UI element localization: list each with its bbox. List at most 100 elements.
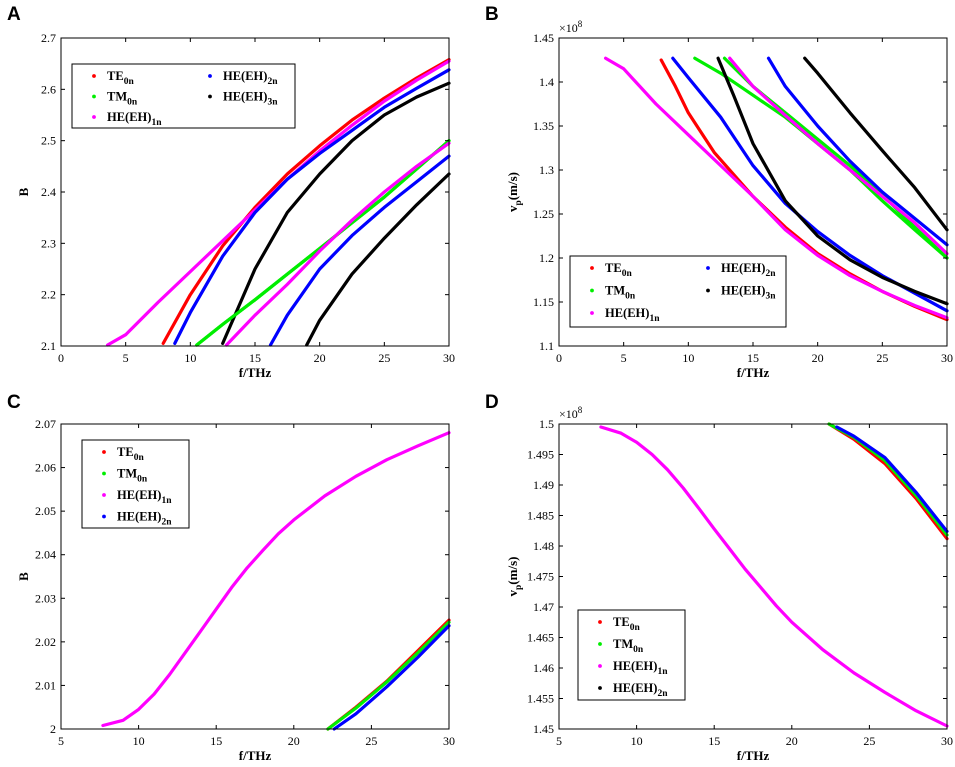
series-group — [603, 56, 949, 322]
y-tick-label: 2.1 — [41, 339, 56, 353]
legend-entry-sub: 0n — [622, 269, 633, 279]
legend-entry-name: HE(EH) — [107, 110, 151, 124]
y-axis-label-main: B — [16, 187, 31, 196]
x-tick-label: 25 — [365, 734, 377, 748]
y-axis-label-main: B — [16, 572, 31, 581]
legend-marker — [92, 74, 96, 78]
legend-entry-name: HE(EH) — [721, 284, 765, 298]
series-line-heeh2n-3 — [173, 68, 451, 345]
y-tick-label: 1.15 — [533, 295, 554, 309]
legend-entry-name: HE(EH) — [721, 261, 765, 275]
legend-entry: TM0n — [107, 90, 138, 108]
axis-exponent-power: 8 — [578, 405, 583, 415]
legend-entry-name: HE(EH) — [117, 488, 161, 502]
legend-entry-sub: 3n — [267, 98, 278, 108]
legend-entry-sub: 2n — [161, 518, 172, 528]
y-tick-label: 2.05 — [35, 504, 56, 518]
legend-entry: HE(EH)1n — [605, 306, 660, 324]
legend-entry: HE(EH)1n — [107, 110, 162, 128]
y-tick-label: 2 — [50, 722, 56, 736]
series-line-heeh1n-2 — [101, 431, 451, 728]
legend-marker — [590, 266, 594, 270]
y-tick-label: 2.07 — [35, 417, 56, 431]
legend-entry-sub: 1n — [151, 118, 162, 128]
y-tick-label: 1.455 — [527, 692, 554, 706]
series-group — [105, 57, 451, 347]
y-axis-label-sub: p — [514, 200, 524, 205]
panel-c: C 5 10 15 20 25 30 2 2.01 2.02 2.03 2.04 2.05 2.06 2.0… — [7, 392, 455, 763]
y-tick-label: 2.01 — [35, 678, 56, 692]
y-tick-label: 2.02 — [35, 635, 56, 649]
x-tick-label: 5 — [58, 734, 64, 748]
x-tick-label: 10 — [184, 351, 196, 365]
panel-label: A — [7, 4, 21, 25]
series-line-te0n-0 — [326, 618, 451, 731]
x-tick-label: 10 — [631, 734, 643, 748]
x-tick-label: 30 — [443, 351, 455, 365]
legend-entry-sub: 0n — [137, 475, 148, 485]
legend-marker — [598, 620, 602, 624]
y-tick-label: 1.2 — [539, 251, 554, 265]
legend-marker — [598, 642, 602, 646]
series-group — [599, 422, 949, 728]
y-tick-label: 2.04 — [35, 548, 56, 562]
x-tick-label: 30 — [443, 734, 455, 748]
legend-entry-name: TM — [613, 637, 633, 651]
x-tick-label: 5 — [556, 734, 562, 748]
legend-entry: HE(EH)1n — [613, 659, 668, 677]
legend-entry-name: HE(EH) — [223, 90, 267, 104]
legend-marker — [598, 664, 602, 668]
legend-marker — [590, 288, 594, 293]
x-tick-label: 20 — [812, 351, 824, 365]
legend-entry: TM0n — [613, 637, 644, 655]
legend-marker — [208, 74, 212, 78]
x-axis-label: f/THz — [239, 365, 272, 380]
series-line-heeh3n-4 — [221, 81, 451, 345]
legend-entry: HE(EH)2n — [223, 69, 278, 87]
axis-exponent-power: 8 — [578, 19, 583, 29]
x-tick-label: 5 — [621, 351, 627, 365]
legend-entry-sub: 0n — [127, 98, 138, 108]
legend-entry: HE(EH)2n — [721, 261, 776, 279]
legend-entry-sub: 2n — [267, 77, 278, 87]
legend-box — [71, 63, 296, 129]
y-tick-label: 2.4 — [41, 185, 56, 199]
y-tick-label: 1.495 — [527, 448, 554, 462]
legend-marker — [706, 266, 710, 270]
series-line-heeh2n-7 — [268, 154, 451, 347]
legend-entry-sub: 1n — [649, 314, 660, 324]
series-line-tm0n-5 — [195, 139, 451, 347]
axes-box — [60, 423, 450, 730]
legend-marker — [208, 94, 212, 99]
x-axis-label: f/THz — [737, 748, 770, 763]
y-tick-label: 1.49 — [533, 478, 554, 492]
legend-marker — [92, 115, 96, 119]
legend-entry: TE0n — [613, 615, 640, 633]
y-axis-label: B — [16, 187, 31, 196]
legend-entry-sub: 2n — [657, 689, 668, 699]
panel-label: D — [485, 392, 499, 413]
x-tick-label: 15 — [747, 351, 759, 365]
axis-exponent: ×108 — [559, 19, 583, 35]
legend-entry-sub: 3n — [765, 292, 776, 302]
legend-entry-sub: 0n — [625, 292, 636, 302]
legend-entry-name: TE — [605, 261, 622, 275]
legend-entry-sub: 1n — [657, 667, 668, 677]
y-axis-label: vp(m/s) — [505, 172, 524, 212]
x-tick-label: 20 — [786, 734, 798, 748]
y-tick-label: 1.45 — [533, 31, 554, 45]
y-tick-label: 2.06 — [35, 461, 56, 475]
legend-entry-sub: 0n — [630, 623, 641, 633]
legend-marker — [706, 288, 710, 293]
y-tick-label: 2.6 — [41, 82, 56, 96]
y-tick-label: 1.5 — [539, 417, 554, 431]
x-tick-label: 25 — [863, 734, 875, 748]
x-tick-label: 20 — [314, 351, 326, 365]
y-axis-label-sub: p — [514, 585, 524, 590]
series-line-tm0n-1 — [693, 56, 949, 260]
y-tick-label: 2.03 — [35, 591, 56, 605]
